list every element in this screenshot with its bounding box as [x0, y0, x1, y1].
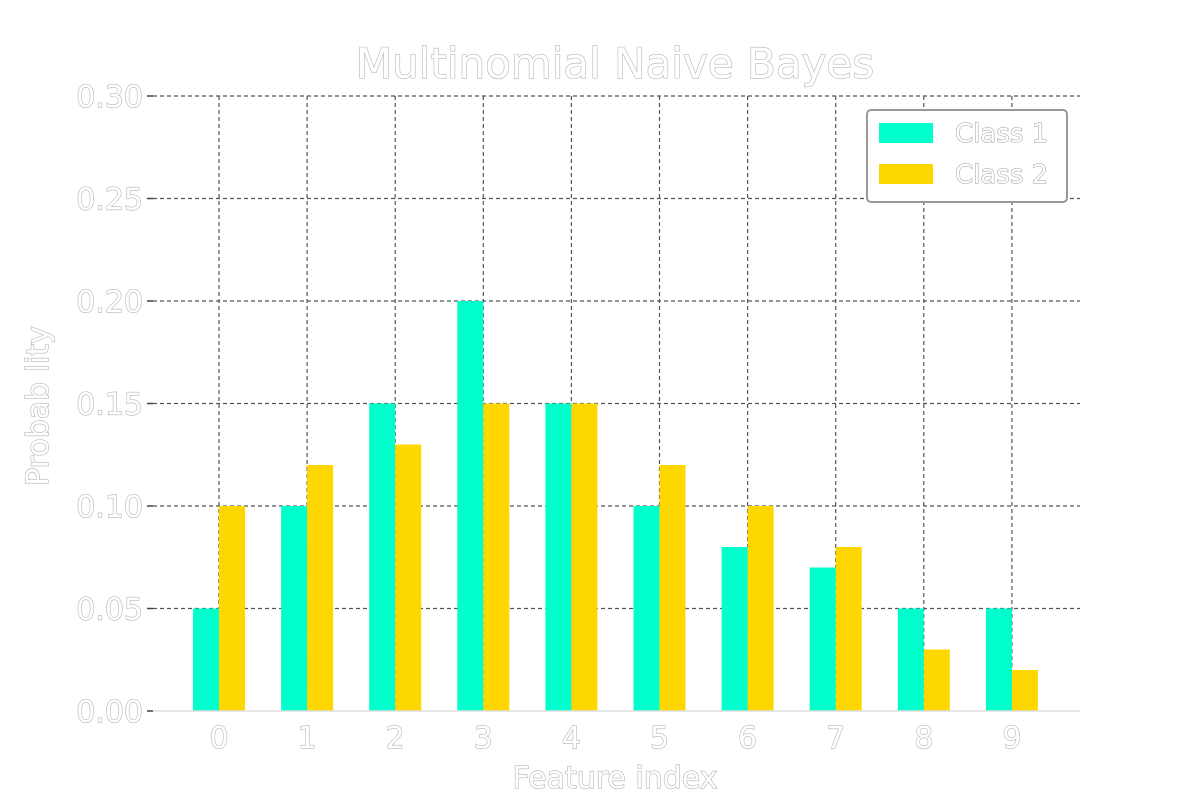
legend: Class 1 Class 2 [866, 109, 1068, 203]
bar-class-1-feature-3 [457, 301, 484, 711]
bar-class-2-feature-2 [395, 444, 422, 711]
bar-class-2-feature-8 [923, 649, 950, 711]
bar-class-1-feature-9 [985, 608, 1012, 711]
y-tick-label: 0.30 [76, 80, 143, 115]
bar-class-1-feature-8 [897, 608, 924, 711]
x-tick-label: 1 [298, 721, 317, 756]
x-tick-label: 4 [562, 721, 581, 756]
bar-class-2-feature-7 [835, 547, 862, 711]
y-tick-label: 0.10 [76, 490, 143, 525]
bar-class-2-feature-0 [219, 506, 245, 711]
y-axis: 0.00 0.05 0.10 0.15 0.20 0.25 0.30 [76, 79, 153, 731]
chart-title: Multinomial Naive Bayes [356, 39, 874, 88]
y-tick-label: 0.00 [76, 695, 143, 730]
legend-label-class-1: Class 1 [955, 119, 1048, 149]
bar-class-2-feature-9 [1011, 670, 1038, 711]
x-tick-label: 6 [738, 721, 757, 756]
x-tick-label: 8 [914, 721, 933, 756]
legend-swatch-class-1 [879, 123, 933, 143]
bar-class-2-feature-3 [483, 403, 510, 711]
bar-class-1-feature-7 [809, 567, 836, 711]
bar-class-1-feature-2 [369, 403, 396, 711]
x-axis-label: Feature index [513, 761, 718, 796]
y-tick-label: 0.15 [76, 388, 143, 423]
bar-class-2-feature-4 [571, 403, 598, 711]
bar-class-1-feature-1 [281, 506, 308, 711]
x-axis: 0 1 2 3 4 5 6 7 8 9 [153, 710, 1080, 757]
bar-class-1-feature-0 [193, 608, 219, 711]
y-tick-label: 0.25 [76, 183, 143, 218]
legend-label-class-2: Class 2 [955, 160, 1048, 190]
bar-class-1-feature-5 [633, 506, 660, 711]
x-tick-label: 5 [650, 721, 669, 756]
bar-class-2-feature-1 [307, 465, 334, 711]
x-tick-label: 7 [826, 721, 845, 756]
x-tick-label: 9 [1002, 721, 1021, 756]
x-tick-label: 2 [386, 721, 405, 756]
legend-swatch-class-2 [879, 164, 933, 184]
bar-class-1-feature-6 [721, 547, 748, 711]
bar-class-1-feature-4 [545, 403, 572, 711]
bar-class-2-feature-6 [747, 506, 774, 711]
y-tick-label: 0.20 [76, 285, 143, 320]
bars [193, 301, 1038, 711]
x-tick-label: 3 [474, 721, 493, 756]
x-tick-label: 0 [209, 721, 228, 756]
bar-class-2-feature-5 [659, 465, 686, 711]
y-tick-label: 0.05 [76, 593, 143, 628]
y-axis-label: Probab lity [21, 326, 56, 486]
